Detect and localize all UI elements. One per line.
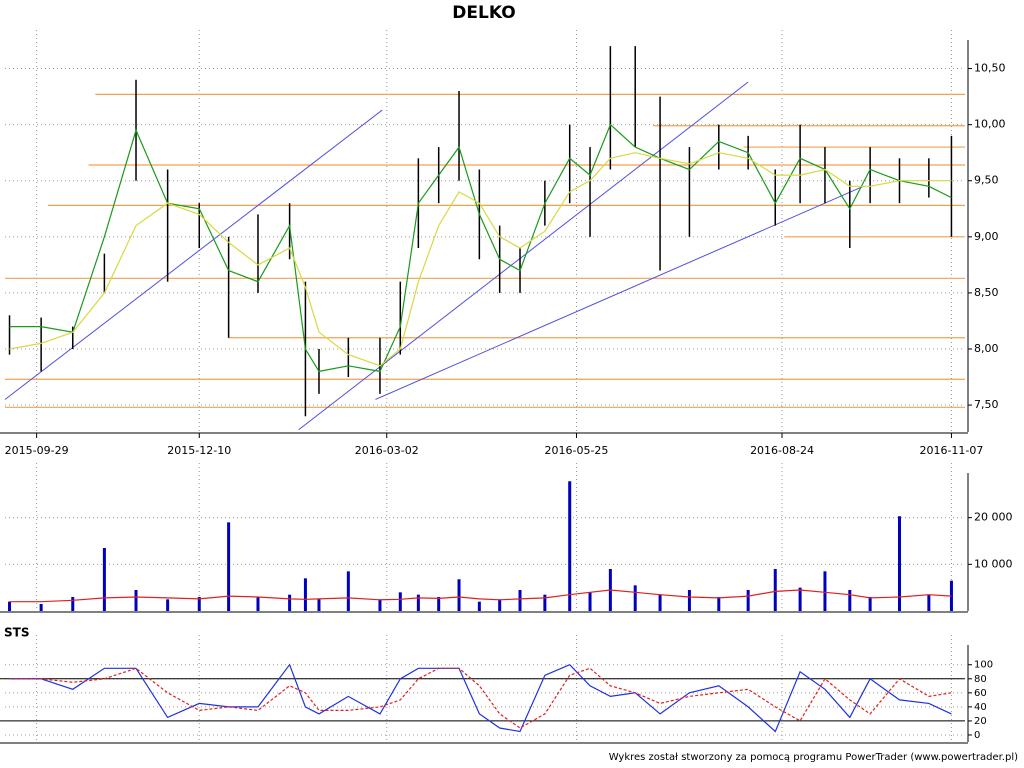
- x-tick-label: 2015-12-10: [167, 444, 231, 457]
- volume-bar: [717, 597, 721, 611]
- volume-bar: [848, 590, 852, 611]
- panel-title: STS: [4, 626, 29, 640]
- volume-bar: [303, 578, 307, 611]
- volume-bar: [568, 481, 572, 611]
- y-tick-label: 9,50: [974, 174, 999, 187]
- x-tick-label: 2016-05-25: [545, 444, 609, 457]
- volume-bar: [378, 599, 382, 611]
- trend-line: [4, 109, 383, 400]
- volume-bar: [897, 516, 901, 611]
- volume-bar: [773, 569, 777, 611]
- volume-bar: [543, 594, 547, 611]
- ma-line: [9, 152, 952, 367]
- y-tick-label: 100: [974, 660, 993, 671]
- y-tick-label: 40: [974, 702, 987, 713]
- volume-bar: [518, 590, 522, 611]
- ma-line: [9, 123, 952, 373]
- volume-bar: [798, 587, 802, 611]
- trend-line: [375, 185, 864, 400]
- volume-bar: [256, 597, 260, 611]
- y-tick-label: 10,00: [974, 118, 1006, 131]
- volume-bar: [8, 601, 12, 611]
- volume-bar: [588, 592, 592, 611]
- volume-bar: [197, 597, 201, 611]
- volume-bar: [346, 571, 350, 611]
- volume-bar: [317, 599, 321, 611]
- x-tick-label: 2016-08-24: [750, 444, 814, 457]
- volume-bar: [927, 594, 931, 611]
- volume-bar: [437, 597, 441, 611]
- volume-bar: [457, 579, 461, 611]
- oscillator-line: [9, 667, 952, 729]
- volume-average: [9, 589, 952, 603]
- y-tick-label: 10 000: [974, 557, 1013, 570]
- y-tick-label: 20 000: [974, 511, 1013, 524]
- volume-bar: [166, 599, 170, 611]
- volume-bar: [39, 604, 43, 611]
- chart-title: DELKO: [452, 3, 515, 23]
- volume-bar: [949, 580, 953, 611]
- y-tick-label: 9,00: [974, 230, 999, 243]
- y-tick-label: 8,00: [974, 342, 999, 355]
- x-tick-label: 2016-03-02: [355, 444, 419, 457]
- volume-bar: [477, 601, 481, 611]
- volume-bar: [823, 571, 827, 611]
- volume-bar: [416, 594, 420, 611]
- y-tick-label: 8,50: [974, 286, 999, 299]
- volume-bar: [746, 590, 750, 611]
- y-tick-label: 60: [974, 688, 987, 699]
- volume-bar: [71, 597, 75, 611]
- volume-bar: [687, 590, 691, 611]
- volume-bar: [288, 594, 292, 611]
- volume-bar: [134, 590, 138, 611]
- volume-bar: [227, 522, 231, 611]
- oscillator-line: [9, 663, 952, 733]
- volume-bar: [102, 548, 106, 611]
- y-tick-label: 0: [974, 730, 980, 741]
- y-tick-label: 20: [974, 716, 987, 727]
- x-tick-label: 2015-09-29: [5, 444, 69, 457]
- volume-bar: [398, 592, 402, 611]
- volume-bar: [498, 599, 502, 611]
- y-tick-label: 10,50: [974, 62, 1006, 75]
- y-tick-label: 80: [974, 674, 987, 685]
- x-tick-label: 2016-11-07: [919, 444, 983, 457]
- y-tick-label: 7,50: [974, 398, 999, 411]
- trend-line: [298, 81, 749, 431]
- volume-bar: [658, 594, 662, 611]
- volume-bar: [868, 597, 872, 611]
- volume-bar: [633, 585, 637, 611]
- footer: Wykres został stworzony za pomocą progra…: [609, 752, 1018, 763]
